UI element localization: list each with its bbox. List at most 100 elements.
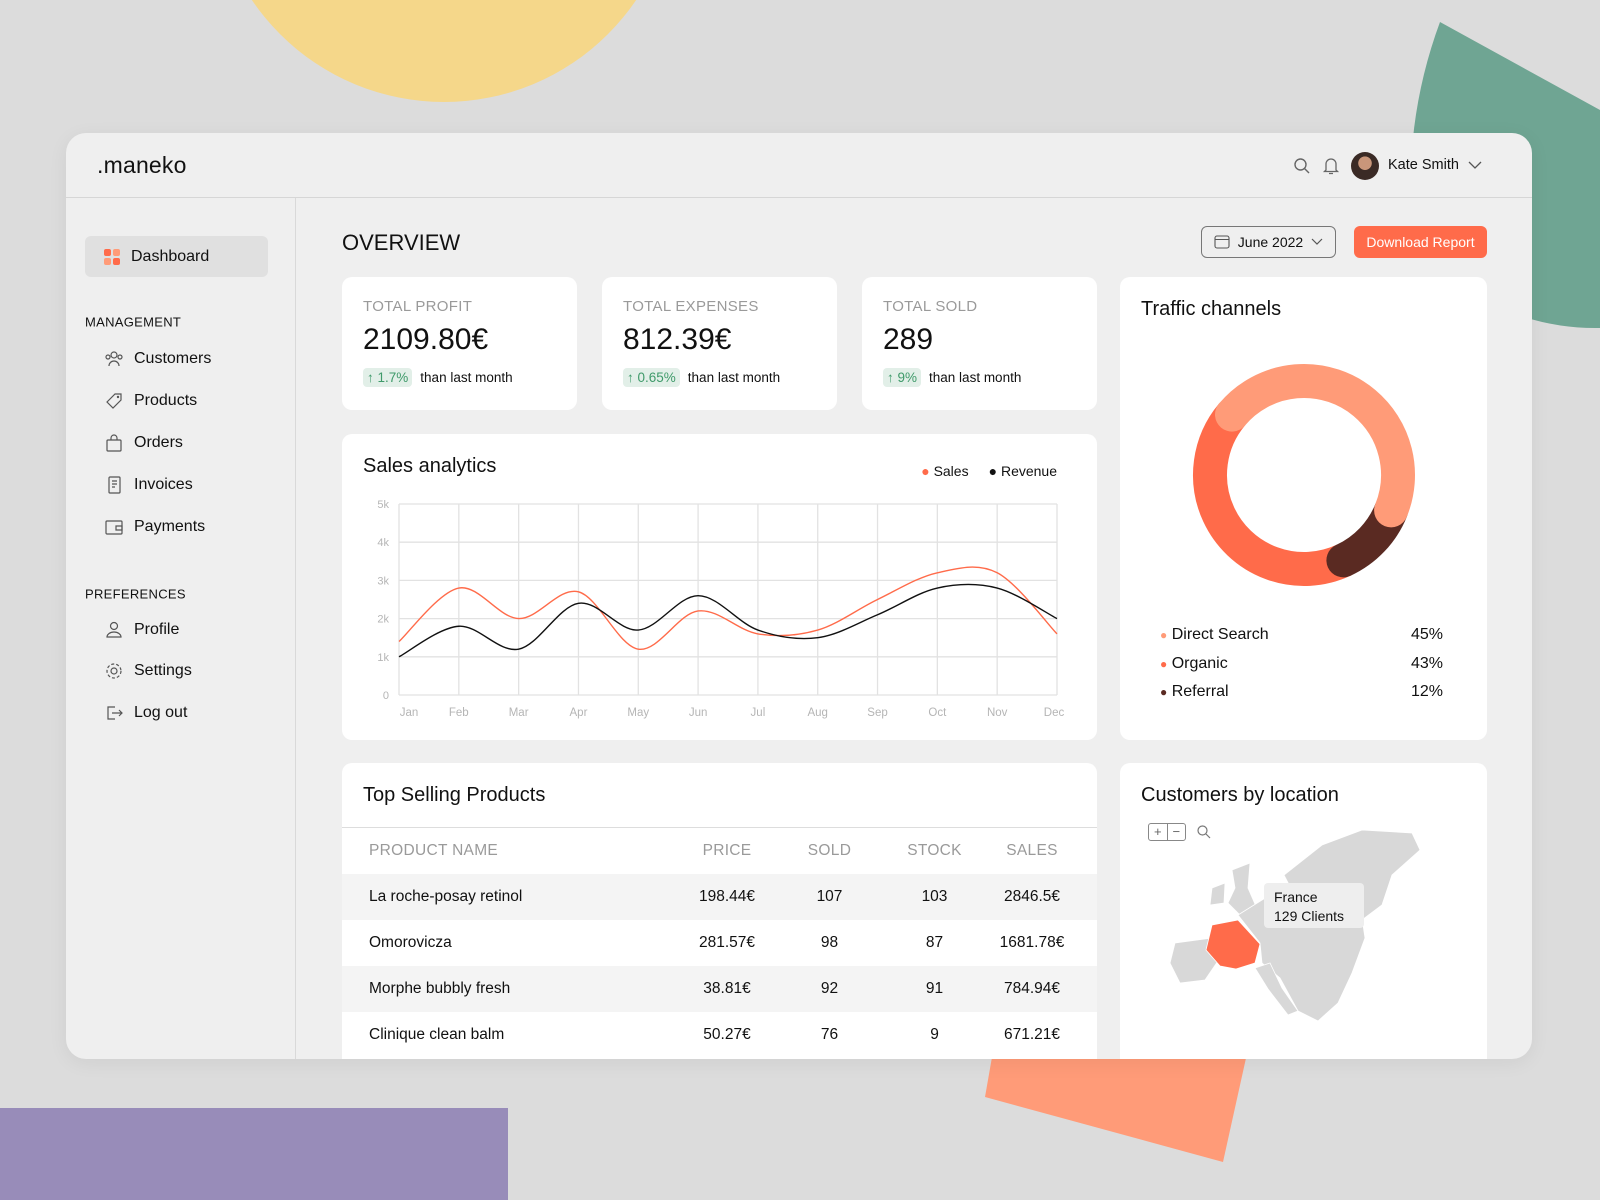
sidebar-item-invoices[interactable]: Invoices <box>104 475 193 495</box>
stat-label: TOTAL SOLD <box>883 298 978 315</box>
table-cell: 38.81€ <box>677 966 777 1012</box>
zoom-controls: + − <box>1148 823 1186 841</box>
bell-icon[interactable] <box>1322 156 1340 176</box>
stat-label: TOTAL PROFIT <box>363 298 473 315</box>
table-row[interactable]: Morphe bubbly fresh 38.81€ 92 91 784.94€ <box>342 966 1097 1012</box>
x-tick-label: Dec <box>1044 707 1065 719</box>
avatar[interactable] <box>1351 152 1379 180</box>
donut-segment-direct-search[interactable] <box>1172 343 1437 608</box>
legend-label: Revenue <box>1000 463 1057 479</box>
table-cell: 281.57€ <box>698 934 756 951</box>
map-region-italy[interactable] <box>1254 962 1299 1016</box>
column-header[interactable]: PRODUCT NAME <box>369 842 499 859</box>
user-icon <box>106 621 122 638</box>
table-header: PRODUCT NAME PRICE SOLD STOCK SALES <box>342 828 1097 874</box>
sidebar-item-label: Orders <box>134 434 183 451</box>
map-tooltip: France 129 Clients <box>1264 883 1364 928</box>
page-title: OVERVIEW <box>342 230 461 255</box>
change-badge: ↑ 1.7% <box>363 368 413 387</box>
zoom-out-button[interactable]: − <box>1172 824 1181 839</box>
products-table: PRODUCT NAME PRICE SOLD STOCK SALES La r… <box>342 828 1097 1058</box>
y-tick-label: 4k <box>377 537 389 549</box>
management-heading: MANAGEMENT <box>85 314 182 330</box>
x-tick-label: Jun <box>689 707 708 719</box>
dashboard-window: .maneko Kate Smith Dashboard MANAGEMENT … <box>66 133 1532 1059</box>
sidebar-item-dashboard[interactable]: Dashboard <box>85 236 268 277</box>
zoom-in-button[interactable]: + <box>1149 824 1168 840</box>
table-cell: 50.27€ <box>703 1026 751 1043</box>
x-tick-label: Oct <box>928 707 947 719</box>
card-title: Top Selling Products <box>363 784 546 806</box>
date-value: June 2022 <box>1237 234 1304 250</box>
tooltip-clients: 129 Clients <box>1274 908 1345 924</box>
traffic-legend-item: ● Organic 43% <box>1160 655 1443 673</box>
column-header[interactable]: SOLD <box>807 842 852 859</box>
user-name[interactable]: Kate Smith <box>1388 157 1459 173</box>
series-line-revenue[interactable] <box>398 583 1058 658</box>
table-cell: 2846.5€ <box>987 874 1097 920</box>
stat-card-profit: TOTAL PROFIT 2109.80€ ↑ 1.7% than last mo… <box>342 277 577 410</box>
channel-percent: 43% <box>1410 655 1443 672</box>
legend-sales: ● Sales <box>921 463 969 479</box>
line-chart: 0 1k 2k 3k 4k 5k Jan Feb Mar Apr May Jun Jul Aug Sep Oc… <box>377 499 1065 719</box>
change-note: than last month <box>687 370 781 385</box>
sidebar-item-logout[interactable]: Log out <box>104 703 187 723</box>
sidebar-item-products[interactable]: Products <box>104 391 197 411</box>
channel-name: Direct Search <box>1171 626 1269 643</box>
legend-dot-icon: ● <box>1160 685 1168 699</box>
date-select[interactable]: June 2022 <box>1201 226 1336 258</box>
y-tick-label: 5k <box>377 499 389 511</box>
table-cell: 92 <box>777 966 882 1012</box>
download-report-button[interactable]: Download Report <box>1354 226 1487 258</box>
column-header[interactable]: PRICE <box>702 842 752 859</box>
table-cell: 1681.78€ <box>999 934 1065 951</box>
sidebar-item-customers[interactable]: Customers <box>104 349 211 369</box>
traffic-legend-item: ● Direct Search 45% <box>1160 626 1443 644</box>
legend-label: Sales <box>933 463 969 479</box>
table-cell: 9 <box>930 1026 939 1043</box>
traffic-channels-card: Traffic channels ● Direct Search 45% ● Org… <box>1120 277 1487 740</box>
chevron-down-icon[interactable] <box>1468 160 1482 170</box>
sidebar-item-label: Log out <box>134 704 188 721</box>
invoice-icon <box>108 476 121 494</box>
column-header[interactable]: SALES <box>1006 842 1058 859</box>
table-row[interactable]: Clinique clean balm 50.27€ 76 9 671.21€ <box>342 1012 1097 1058</box>
card-title: Customers by location <box>1141 784 1339 806</box>
stat-card-expenses: TOTAL EXPENSES 812.39€ ↑ 0.65% than last … <box>602 277 837 410</box>
search-icon[interactable] <box>1196 824 1212 840</box>
map-region-france[interactable] <box>1205 919 1261 970</box>
series-line-sales[interactable] <box>398 566 1058 650</box>
x-tick-label: Mar <box>509 707 529 719</box>
y-tick-label: 1k <box>377 652 389 664</box>
stat-value: 2109.80€ <box>363 323 489 356</box>
table-cell: Morphe bubbly fresh <box>342 966 677 1012</box>
search-icon[interactable] <box>1293 157 1311 175</box>
yellow-circle-shape <box>251 0 637 102</box>
x-tick-label: Nov <box>987 707 1008 719</box>
change-value: 9% <box>897 370 918 385</box>
table-cell: 671.21€ <box>1003 1026 1061 1043</box>
sidebar-item-payments[interactable]: Payments <box>104 517 205 537</box>
tooltip-country: France <box>1274 889 1318 905</box>
card-title: Traffic channels <box>1141 298 1282 320</box>
table-row[interactable]: Omorovicza 281.57€ 98 87 1681.78€ <box>342 920 1097 966</box>
column-header[interactable]: STOCK <box>907 842 962 859</box>
sidebar-item-settings[interactable]: Settings <box>104 661 192 681</box>
sidebar-item-orders[interactable]: Orders <box>104 433 183 453</box>
table-cell: 87 <box>925 934 944 951</box>
chart-legend: ● Sales ● Revenue <box>921 463 1057 479</box>
table-cell: Omorovicza <box>369 934 452 951</box>
sidebar-item-label: Invoices <box>134 476 193 493</box>
x-tick-label: Jul <box>751 707 766 719</box>
table-row[interactable]: La roche-posay retinol 198.44€ 107 103 2846.… <box>342 874 1097 920</box>
legend-revenue: ● Revenue <box>988 463 1057 479</box>
sidebar-item-profile[interactable]: Profile <box>104 620 179 640</box>
sidebar-item-label: Profile <box>134 621 180 638</box>
map-region-ireland[interactable] <box>1209 882 1226 906</box>
stat-card-sold: TOTAL SOLD 289 ↑ 9% than last month <box>862 277 1097 410</box>
sidebar-item-label: Settings <box>134 662 192 679</box>
logout-icon <box>107 706 123 720</box>
channel-name: Referral <box>1171 683 1229 700</box>
table-cell: 91 <box>882 966 987 1012</box>
users-icon <box>105 351 123 367</box>
